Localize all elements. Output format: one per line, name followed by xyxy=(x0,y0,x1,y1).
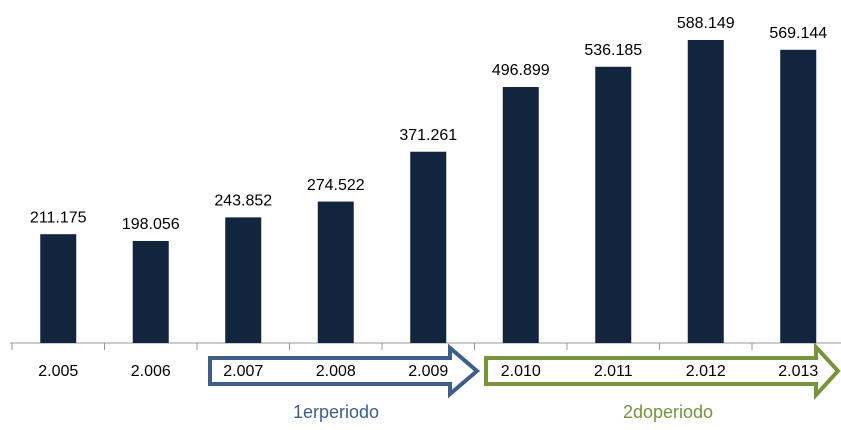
data-label: 496.899 xyxy=(492,62,550,79)
data-label: 274.522 xyxy=(307,177,365,194)
bar xyxy=(225,217,262,343)
bar xyxy=(780,49,817,343)
annotation: 2doperiodo xyxy=(623,402,713,422)
x-tick-label: 2.013 xyxy=(778,363,818,380)
x-tick-label: 2.006 xyxy=(131,363,171,380)
period-arrow xyxy=(208,343,481,399)
bar xyxy=(410,151,447,343)
bar xyxy=(595,66,632,344)
bar xyxy=(502,87,539,344)
bar xyxy=(317,201,354,343)
x-tick-label: 2.009 xyxy=(408,363,448,380)
data-label: 211.175 xyxy=(30,209,87,226)
x-tick-label: 2.010 xyxy=(501,363,541,380)
annotation: 1erperiodo xyxy=(293,402,379,422)
bar xyxy=(132,240,169,343)
x-tick-label: 2.011 xyxy=(594,363,633,380)
data-label: 243.852 xyxy=(214,193,272,210)
data-label: 588.149 xyxy=(677,15,735,32)
x-tick-label: 2.012 xyxy=(686,363,726,380)
period-arrow xyxy=(484,341,841,401)
data-label: 371.261 xyxy=(399,127,457,144)
x-tick-label: 2.005 xyxy=(38,363,78,380)
data-label: 569.144 xyxy=(769,25,827,42)
bar xyxy=(40,234,77,343)
bar xyxy=(687,40,724,343)
data-label: 198.056 xyxy=(122,216,180,233)
data-label: 536.185 xyxy=(584,42,642,59)
x-tick-label: 2.008 xyxy=(316,363,356,380)
x-tick-label: 2.007 xyxy=(223,363,263,380)
